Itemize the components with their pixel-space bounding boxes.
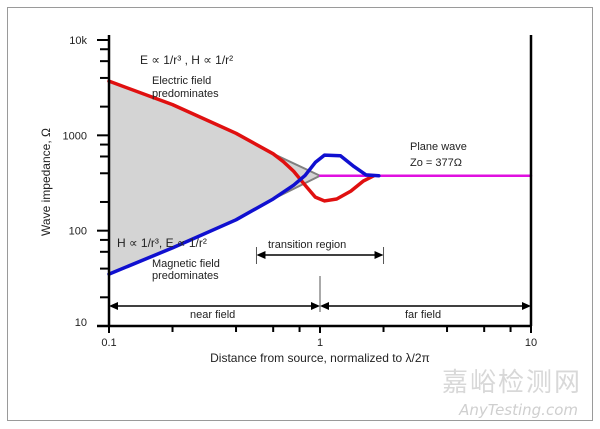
h-dominant-equation: H ∝ 1/r³, E ∝ 1/r² [117,236,207,250]
plane-wave-label: Plane wave [410,141,467,153]
transition-region-label: transition region [268,239,346,251]
y-axis-label: Wave impedance, Ω [39,128,53,236]
y-tick-label: 10 [75,317,87,329]
x-tick-label: 0.1 [101,337,116,349]
far-field-arrowhead-right [522,302,531,310]
y-tick-label: 1000 [63,130,87,142]
h-dominant-label-2: predominates [152,270,219,282]
near-field-arrowhead-right [311,302,320,310]
y-tick-label: 10k [69,35,87,47]
near-field-arrowhead-left [109,302,118,310]
figure-frame [7,7,593,421]
transition-region-arrowhead-right [374,251,384,259]
asymptote-e-series-line [272,152,321,177]
far-field-arrowhead-left [320,302,329,310]
e-dominant-label-1: Electric field [152,75,211,87]
transition-region-arrowhead-left [256,251,266,259]
electric-series-line [107,79,376,203]
e-dominant-equation: E ∝ 1/r³ , H ∝ 1/r² [140,53,233,67]
h-dominant-label-1: Magnetic field [152,258,220,270]
x-tick-label: 1 [317,337,323,349]
y-tick-label: 100 [69,226,87,238]
x-tick-label: 10 [525,337,537,349]
near-field-label: near field [190,309,235,321]
near-field-shading [109,81,320,275]
magnetic-series-line [107,153,381,276]
far-field-label: far field [405,309,441,321]
e-dominant-label-2: predominates [152,88,219,100]
watermark-cn: 嘉峪检测网 [441,368,582,398]
watermark-en: AnyTesting.com [459,401,578,419]
x-axis-label: Distance from source, normalized to λ/2π [210,351,430,365]
z0-label: Zo = 377Ω [410,157,462,169]
